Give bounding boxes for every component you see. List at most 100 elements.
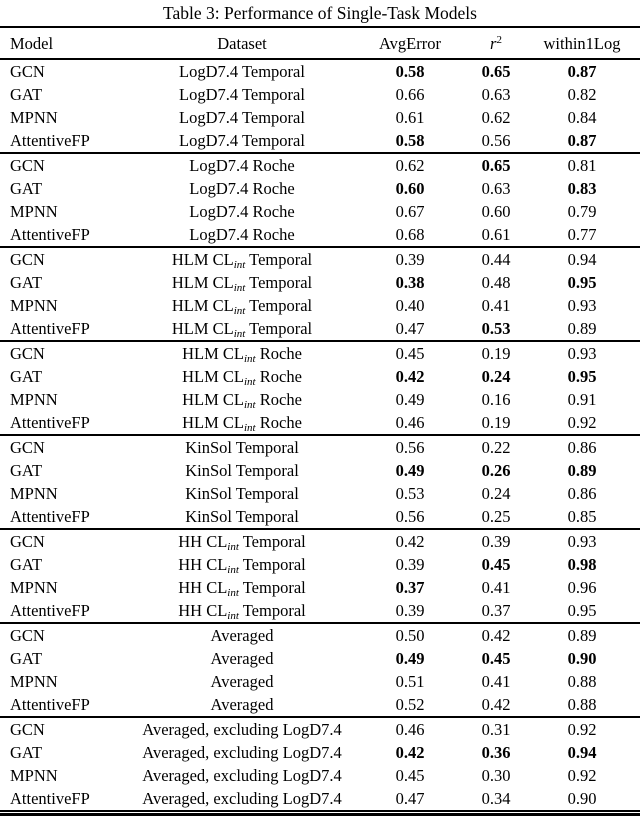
model-cell: MPNN (10, 296, 58, 315)
model-cell: MPNN (10, 390, 58, 409)
avgerror-cell: 0.67 (395, 202, 425, 221)
within1log-cell: 0.96 (567, 578, 597, 597)
table-row: AttentiveFP LogD7.4 Temporal 0.58 0.56 0.87 (0, 129, 640, 153)
r2-cell: 0.44 (481, 250, 511, 269)
dataset-cell: Averaged, excluding LogD7.4 (132, 764, 352, 787)
dataset-subscript: int (227, 541, 239, 553)
dataset-text: HH CL (178, 555, 228, 574)
dataset-cell: Averaged (132, 647, 352, 670)
dataset-text: Averaged, excluding LogD7.4 (142, 720, 342, 739)
r2-cell: 0.41 (481, 296, 511, 315)
model-cell: GAT (10, 179, 43, 198)
avgerror-cell: 0.46 (395, 413, 425, 432)
model-cell: MPNN (10, 672, 58, 691)
table-row: MPNN LogD7.4 Roche 0.67 0.60 0.79 (0, 200, 640, 223)
r2-cell: 0.19 (481, 344, 511, 363)
within1log-cell: 0.92 (567, 720, 597, 739)
r2-cell: 0.39 (481, 532, 511, 551)
dataset-text: LogD7.4 Temporal (179, 85, 305, 104)
model-cell: GCN (10, 62, 45, 81)
table-row: MPNN Averaged, excluding LogD7.4 0.45 0.30 0… (0, 764, 640, 787)
dataset-cell: Averaged (132, 693, 352, 717)
table-row: GAT LogD7.4 Roche 0.60 0.63 0.83 (0, 177, 640, 200)
dataset-cell: Averaged (132, 670, 352, 693)
dataset-text: HLM CL (171, 250, 234, 269)
r2-cell: 0.22 (481, 438, 511, 457)
avgerror-cell: 0.58 (395, 62, 425, 81)
dataset-text: KinSol Temporal (185, 484, 299, 503)
table-row: GAT LogD7.4 Temporal 0.66 0.63 0.82 (0, 83, 640, 106)
dataset-cell: HH CLint Temporal (132, 529, 352, 553)
avgerror-cell: 0.56 (395, 507, 425, 526)
within1log-cell: 0.79 (567, 202, 597, 221)
table-row: AttentiveFP LogD7.4 Roche 0.68 0.61 0.77 (0, 223, 640, 247)
dataset-subscript: int (243, 353, 256, 365)
r2-cell: 0.19 (481, 413, 511, 432)
avgerror-cell: 0.68 (395, 225, 425, 244)
dataset-text: KinSol Temporal (185, 438, 299, 457)
dataset-group: GCN Averaged 0.50 0.42 0.89 GAT Averaged 0.49 0.… (0, 623, 640, 717)
model-cell: GAT (10, 273, 43, 292)
r2-cell: 0.63 (481, 85, 511, 104)
r2-cell: 0.24 (481, 484, 511, 503)
dataset-cell: HLM CLint Temporal (132, 294, 352, 317)
column-header-avgerror: AvgError (352, 27, 468, 60)
dataset-text: KinSol Temporal (185, 507, 299, 526)
dataset-group: GCN HH CLint Temporal 0.42 0.39 0.93 GAT HH CL… (0, 529, 640, 623)
dataset-cell: HH CLint Temporal (132, 599, 352, 623)
table-bottom-rule (0, 810, 640, 816)
model-cell: GCN (10, 532, 45, 551)
dataset-text: HLM CL (171, 319, 234, 338)
within1log-cell: 0.92 (567, 413, 597, 432)
dataset-text: Roche (255, 390, 302, 409)
model-cell: MPNN (10, 108, 58, 127)
table-row: GCN LogD7.4 Temporal 0.58 0.65 0.87 (0, 59, 640, 83)
within1log-cell: 0.81 (567, 156, 597, 175)
dataset-cell: HLM CLint Roche (132, 341, 352, 365)
table-row: GCN KinSol Temporal 0.56 0.22 0.86 (0, 435, 640, 459)
dataset-subscript: int (243, 422, 256, 434)
model-cell: AttentiveFP (10, 225, 90, 244)
within1log-cell: 0.92 (567, 766, 597, 785)
within1log-cell: 0.87 (567, 131, 597, 150)
dataset-cell: LogD7.4 Temporal (132, 129, 352, 153)
avgerror-cell: 0.39 (395, 555, 425, 574)
dataset-group: GCN HLM CLint Temporal 0.39 0.44 0.94 GAT HLM … (0, 247, 640, 341)
dataset-subscript: int (227, 564, 239, 576)
r2-cell: 0.26 (481, 461, 511, 480)
r2-cell: 0.61 (481, 225, 511, 244)
within1log-cell: 0.87 (567, 62, 597, 81)
within1log-cell: 0.88 (567, 695, 597, 714)
dataset-group: GCN HLM CLint Roche 0.45 0.19 0.93 GAT HLM CLi… (0, 341, 640, 435)
within1log-cell: 0.93 (567, 344, 597, 363)
dataset-cell: KinSol Temporal (132, 482, 352, 505)
avgerror-cell: 0.40 (395, 296, 425, 315)
dataset-subscript: int (233, 282, 246, 294)
r2-cell: 0.53 (481, 319, 511, 338)
r2-cell: 0.56 (481, 131, 511, 150)
dataset-group: GCN Averaged, excluding LogD7.4 0.46 0.31 0.… (0, 717, 640, 810)
avgerror-cell: 0.61 (395, 108, 425, 127)
r2-cell: 0.63 (481, 179, 511, 198)
table-row: AttentiveFP Averaged 0.52 0.42 0.88 (0, 693, 640, 717)
dataset-text: LogD7.4 Roche (189, 179, 295, 198)
model-cell: AttentiveFP (10, 319, 90, 338)
avgerror-cell: 0.62 (395, 156, 425, 175)
avgerror-cell: 0.39 (395, 601, 425, 620)
dataset-text: Averaged (210, 672, 274, 691)
within1log-cell: 0.98 (567, 555, 597, 574)
dataset-group: GCN LogD7.4 Temporal 0.58 0.65 0.87 GAT LogD7.… (0, 59, 640, 153)
model-cell: AttentiveFP (10, 601, 90, 620)
dataset-text: Temporal (245, 273, 313, 292)
model-cell: GAT (10, 555, 43, 574)
dataset-subscript: int (243, 376, 256, 388)
within1log-cell: 0.83 (567, 179, 597, 198)
table-row: GAT KinSol Temporal 0.49 0.26 0.89 (0, 459, 640, 482)
r2-cell: 0.65 (481, 156, 511, 175)
dataset-cell: Averaged, excluding LogD7.4 (132, 787, 352, 810)
dataset-text: Averaged (210, 649, 274, 668)
table-row: MPNN KinSol Temporal 0.53 0.24 0.86 (0, 482, 640, 505)
avgerror-cell: 0.47 (395, 789, 425, 808)
dataset-cell: LogD7.4 Temporal (132, 83, 352, 106)
